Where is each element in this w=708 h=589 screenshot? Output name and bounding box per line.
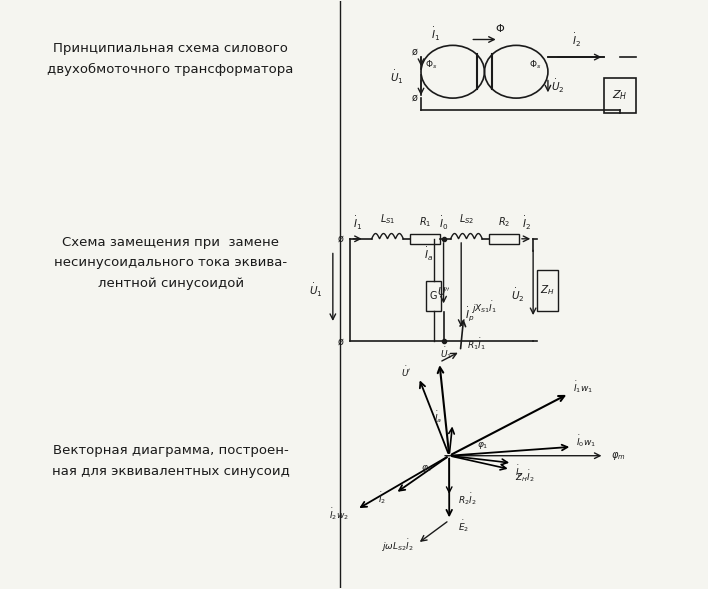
Text: $j\omega L_{S2}\dot{I}_2$: $j\omega L_{S2}\dot{I}_2$ [382,538,414,554]
Text: $\dot{U}''$: $\dot{U}''$ [437,283,450,297]
Text: $\dot{I}_p$: $\dot{I}_p$ [464,305,474,323]
Text: $\dot{I}_1$: $\dot{I}_1$ [353,215,362,232]
Bar [605,78,636,112]
Text: $R_1\dot{I}_1$: $R_1\dot{I}_1$ [467,336,486,352]
Text: ø: ø [338,234,343,244]
Text: $\dot{I}_1$: $\dot{I}_1$ [430,27,440,44]
Text: ø: ø [411,46,418,56]
Text: $Z_H$: $Z_H$ [540,283,554,297]
Text: $Z_H$: $Z_H$ [612,88,628,102]
Text: $\Phi_s$: $\Phi_s$ [426,58,438,71]
Text: $\varphi_2$: $\varphi_2$ [421,464,433,474]
Text: $\dot{I}_2$: $\dot{I}_2$ [522,215,530,232]
Text: $\dot{I}_2$: $\dot{I}_2$ [378,490,387,506]
Text: $\dot{I}_a$: $\dot{I}_a$ [424,246,433,263]
Text: $\dot{I}_2$: $\dot{I}_2$ [571,32,581,49]
Bar [489,233,519,244]
Text: $\dot{I}_0 w_1$: $\dot{I}_0 w_1$ [576,433,596,449]
Bar [411,233,440,244]
Text: $R_2$: $R_2$ [498,215,510,229]
Text: Схема замещения при  замене: Схема замещения при замене [62,236,279,249]
Text: $\Phi_s$: $\Phi_s$ [529,58,542,71]
Text: $Z_H\dot{I}_2$: $Z_H\dot{I}_2$ [515,469,535,484]
Text: ø: ø [338,336,343,346]
Text: ø: ø [411,93,418,103]
Text: $R_2\dot{I}_2$: $R_2\dot{I}_2$ [457,492,476,508]
Text: $\dot{U}_1$: $\dot{U}_1$ [440,346,452,361]
Text: $\varphi_m$: $\varphi_m$ [612,450,626,462]
Text: $\dot{U}'$: $\dot{U}'$ [401,365,411,379]
Text: несинусоидального тока эквива-: несинусоидального тока эквива- [54,256,287,269]
Text: $\dot{I}_p$: $\dot{I}_p$ [515,464,523,480]
Text: $L_{S2}$: $L_{S2}$ [459,212,474,226]
Text: Векторная диаграмма, построен-: Векторная диаграмма, построен- [53,444,289,457]
Bar [426,282,442,310]
Text: $\varphi_1$: $\varphi_1$ [477,440,489,451]
Bar [537,270,558,310]
Text: $\dot{E}_2$: $\dot{E}_2$ [457,518,469,534]
Text: G: G [430,291,438,301]
Text: ная для эквивалентных синусоид: ная для эквивалентных синусоид [52,465,290,478]
Text: двухобмоточного трансформатора: двухобмоточного трансформатора [47,63,294,76]
Text: $\Phi$: $\Phi$ [495,22,506,34]
Text: $\dot{U}_2$: $\dot{U}_2$ [511,287,525,304]
Text: $\dot{U}_2$: $\dot{U}_2$ [552,78,565,95]
Text: $jX_{S1}\dot{I}_1$: $jX_{S1}\dot{I}_1$ [471,300,497,316]
Text: $\dot{I}_1 w_1$: $\dot{I}_1 w_1$ [573,380,593,395]
Text: $\dot{I}_0$: $\dot{I}_0$ [439,215,448,232]
Text: Принципиальная схема силового: Принципиальная схема силового [53,42,288,55]
Text: $\dot{I}_a$: $\dot{I}_a$ [435,410,442,425]
Text: $L_{S1}$: $L_{S1}$ [379,212,395,226]
Text: лентной синусоидой: лентной синусоидой [98,277,244,290]
Text: $\dot{U}_1$: $\dot{U}_1$ [309,282,322,299]
Text: $R_1$: $R_1$ [419,215,431,229]
Text: $\dot{U}_1$: $\dot{U}_1$ [389,69,404,86]
Text: $\dot{I}_2 w_2$: $\dot{I}_2 w_2$ [329,507,349,522]
